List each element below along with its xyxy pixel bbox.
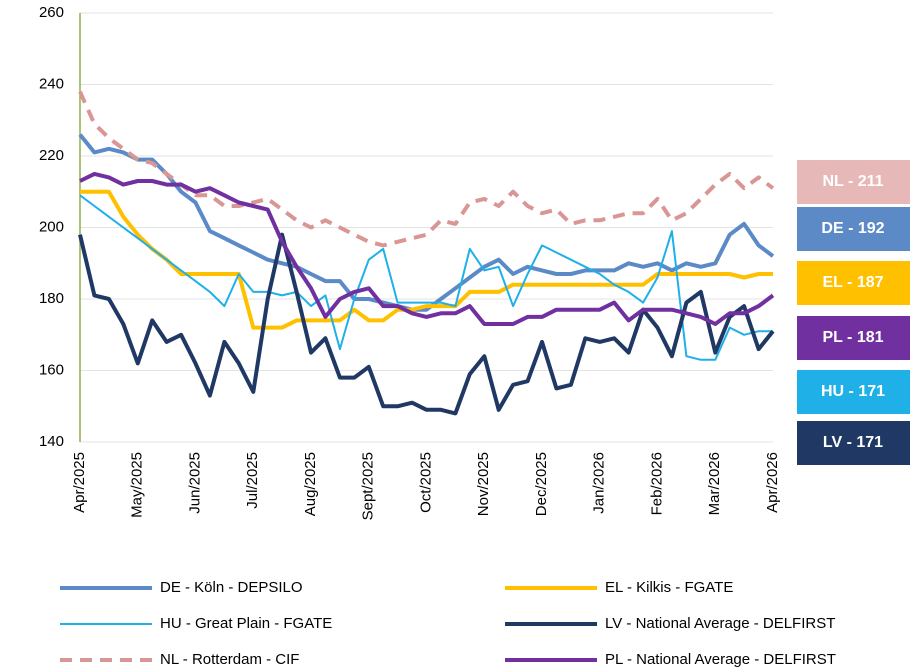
value-box-label: EL - 187 [822,274,883,291]
legend-label: HU - Great Plain - FGATE [160,615,332,632]
x-tick-label: Dec/2025 [533,452,550,516]
value-box-label: HU - 171 [821,383,885,400]
series-line [78,90,775,248]
value-box [797,421,910,465]
series-line [79,194,773,361]
x-tick-label: Jul/2025 [244,452,261,509]
x-tick-label: Nov/2025 [475,452,492,516]
x-tick-label: Feb/2026 [648,452,665,515]
y-tick-label: 160 [39,361,64,378]
x-tick-label: Sept/2025 [360,452,377,520]
y-tick-label: 260 [39,4,64,21]
x-tick-label: Aug/2025 [302,452,319,516]
legend-label: PL - National Average - DELFIRST [605,651,836,668]
x-tick-label: Apr/2025 [71,452,88,513]
series-line [78,133,775,312]
value-box [797,316,910,360]
series-line [80,189,773,330]
y-tick-label: 240 [39,75,64,92]
legend-label: LV - National Average - DELFIRST [605,615,835,632]
legend-label: EL - Kilkis - FGATE [605,579,733,596]
y-tick-label: 200 [39,218,64,235]
y-tick-label: 220 [39,147,64,164]
value-box [797,261,910,305]
x-tick-label: May/2025 [129,452,146,518]
value-box-label: DE - 192 [821,220,884,237]
y-tick-label: 180 [39,290,64,307]
value-box-label: LV - 171 [823,434,883,451]
series-line [78,232,775,416]
value-box [797,160,910,204]
y-tick-label: 140 [39,433,64,450]
value-box-label: NL - 211 [822,173,883,190]
series-line [79,171,775,326]
legend-label: NL - Rotterdam - CIF [160,651,299,668]
x-tick-label: Oct/2025 [417,452,434,513]
x-tick-label: Jan/2026 [591,452,608,514]
value-box [797,370,910,414]
legend-label: DE - Köln - DEPSILO [160,579,303,596]
x-tick-label: Mar/2026 [706,452,723,515]
x-tick-label: Jun/2025 [186,452,203,514]
value-box [797,207,910,251]
x-tick-label: Apr/2026 [764,452,781,513]
value-box-label: PL - 181 [822,329,883,346]
